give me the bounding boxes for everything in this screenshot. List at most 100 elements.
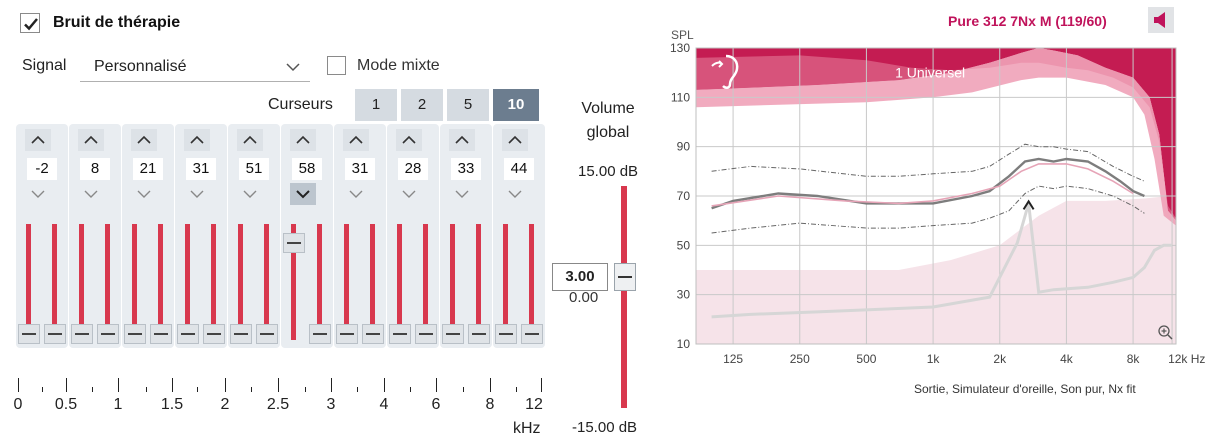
band-value[interactable]: 58: [292, 158, 322, 180]
frequency-unit-label: kHz: [513, 420, 541, 437]
band-slider-thumb[interactable]: [18, 324, 40, 344]
band-up-button[interactable]: [449, 129, 475, 151]
band-value[interactable]: 28: [398, 158, 428, 180]
band-slider-track[interactable]: [476, 224, 481, 340]
band-up-button[interactable]: [25, 129, 51, 151]
band-slider-thumb[interactable]: [336, 324, 358, 344]
band-slider-thumb[interactable]: [44, 324, 66, 344]
program-annotation: 1 Universel: [895, 65, 965, 81]
band-up-button[interactable]: [237, 129, 263, 151]
band-slider-thumb[interactable]: [230, 324, 252, 344]
volume-value-input[interactable]: 3.00: [552, 263, 608, 291]
band-slider-thumb[interactable]: [150, 324, 172, 344]
y-tick-label: 10: [677, 337, 691, 351]
band-up-button[interactable]: [502, 129, 528, 151]
cursors-option-2[interactable]: 2: [401, 89, 443, 121]
band-slider-thumb[interactable]: [468, 324, 490, 344]
band-slider-track[interactable]: [450, 224, 455, 340]
plot-frame: [695, 47, 1177, 345]
chevron-up-icon: [296, 135, 310, 144]
mute-button[interactable]: [1148, 7, 1174, 33]
band-value[interactable]: 33: [451, 158, 481, 180]
frequency-tick: [66, 378, 67, 392]
band-up-button[interactable]: [131, 129, 157, 151]
band-up-button[interactable]: [184, 129, 210, 151]
chevron-down-icon: [402, 190, 416, 198]
therapy-noise-checkbox[interactable]: [20, 13, 40, 33]
band-slider-thumb[interactable]: [521, 324, 543, 344]
band-slider-track[interactable]: [370, 224, 375, 340]
band-value[interactable]: 51: [239, 158, 269, 180]
band-slider-track[interactable]: [158, 224, 163, 340]
band-down-button[interactable]: [502, 183, 528, 205]
band-slider-track[interactable]: [79, 224, 84, 340]
band-down-button[interactable]: [237, 183, 263, 205]
band-slider-track[interactable]: [317, 224, 322, 340]
band-up-button[interactable]: [290, 129, 316, 151]
cursors-option-1[interactable]: 1: [355, 89, 397, 121]
band-down-button[interactable]: [184, 183, 210, 205]
band-slider-track[interactable]: [344, 224, 349, 340]
band-slider-track[interactable]: [238, 224, 243, 340]
band-up-button[interactable]: [343, 129, 369, 151]
band-slider-track[interactable]: [291, 224, 296, 340]
band-up-button[interactable]: [396, 129, 422, 151]
band-slider-thumb[interactable]: [442, 324, 464, 344]
volume-slider-track[interactable]: [621, 186, 627, 408]
band-slider-track[interactable]: [105, 224, 110, 340]
band-down-button[interactable]: [131, 183, 157, 205]
volume-zero-label: 0.00: [569, 289, 599, 306]
band-slider-thumb[interactable]: [177, 324, 199, 344]
band-value[interactable]: 8: [80, 158, 110, 180]
band-down-button[interactable]: [78, 183, 104, 205]
band-slider-track[interactable]: [423, 224, 428, 340]
band-slider-track[interactable]: [264, 224, 269, 340]
band-slider-thumb[interactable]: [389, 324, 411, 344]
chevron-up-icon: [31, 135, 45, 144]
band-slider-thumb[interactable]: [362, 324, 384, 344]
signal-dropdown[interactable]: Personnalisé: [80, 52, 310, 82]
band-slider-thumb[interactable]: [97, 324, 119, 344]
band-slider-track[interactable]: [211, 224, 216, 340]
band-slider-track[interactable]: [132, 224, 137, 340]
band-value[interactable]: 31: [345, 158, 375, 180]
mixed-mode-checkbox[interactable]: [327, 56, 346, 75]
band-slider-track[interactable]: [185, 224, 190, 340]
band-slider-thumb[interactable]: [283, 232, 305, 253]
band-slider-thumb[interactable]: [124, 324, 146, 344]
band-slider-thumb[interactable]: [495, 324, 517, 344]
band-value[interactable]: -2: [27, 158, 57, 180]
band-slider-track[interactable]: [26, 224, 31, 340]
band-slider-track[interactable]: [397, 224, 402, 340]
frequency-tick-label: 12: [525, 396, 543, 413]
frequency-tick: [251, 387, 252, 392]
band-down-button[interactable]: [449, 183, 475, 205]
frequency-tick: [18, 378, 19, 392]
cursors-option-5[interactable]: 5: [447, 89, 489, 121]
x-tick-label: 4k: [1060, 352, 1074, 366]
band-slider-thumb[interactable]: [203, 324, 225, 344]
band-slider-track[interactable]: [529, 224, 534, 340]
y-tick-label: 30: [677, 288, 691, 302]
volume-slider-thumb[interactable]: [614, 263, 636, 291]
device-label: Pure 312 7Nx M (119/60): [948, 13, 1107, 29]
cursors-label: Curseurs: [268, 96, 333, 113]
band-value[interactable]: 31: [186, 158, 216, 180]
band-slider-thumb[interactable]: [256, 324, 278, 344]
band-down-button[interactable]: [343, 183, 369, 205]
band-slider-track[interactable]: [52, 224, 57, 340]
band-slider-track[interactable]: [503, 224, 508, 340]
y-tick-label: 110: [671, 90, 690, 104]
cursors-option-10[interactable]: 10: [493, 89, 539, 121]
chevron-down-icon: [243, 190, 257, 198]
band-down-button[interactable]: [25, 183, 51, 205]
band-value[interactable]: 21: [133, 158, 163, 180]
frequency-tick-label: 0: [13, 396, 23, 413]
band-slider-thumb[interactable]: [415, 324, 437, 344]
band-down-button[interactable]: [396, 183, 422, 205]
band-down-button[interactable]: [290, 183, 316, 205]
band-value[interactable]: 44: [504, 158, 534, 180]
band-slider-thumb[interactable]: [71, 324, 93, 344]
band-slider-thumb[interactable]: [309, 324, 331, 344]
band-up-button[interactable]: [78, 129, 104, 151]
